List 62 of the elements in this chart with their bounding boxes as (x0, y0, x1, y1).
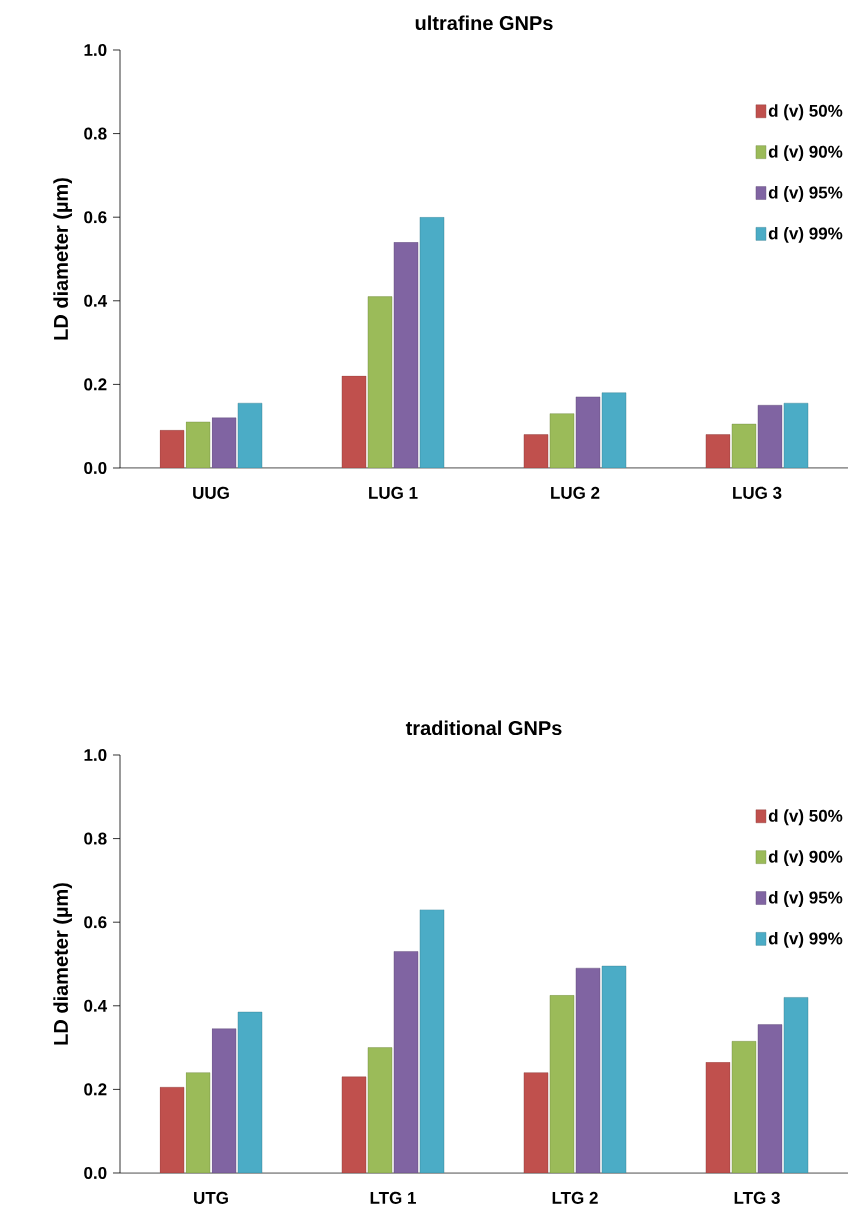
bar (783, 997, 809, 1173)
y-tick-label: 0.8 (83, 127, 107, 140)
legend-label: d (v) 99% (768, 226, 843, 243)
bar (549, 413, 575, 468)
bar (757, 405, 783, 468)
y-tick-label: 0.6 (83, 916, 107, 929)
bar (367, 1047, 393, 1173)
x-tick-label: LUG 1 (368, 486, 418, 499)
bar (523, 434, 549, 468)
y-axis-title: LD diameter (µm) (53, 883, 72, 1045)
bar (237, 1011, 263, 1173)
bar (393, 951, 419, 1173)
bar (211, 1028, 237, 1173)
y-tick-label: 0.4 (83, 294, 107, 307)
y-axis-title: LD diameter (µm) (53, 178, 72, 340)
bar (549, 995, 575, 1173)
bar (367, 296, 393, 468)
y-tick-label: 1.0 (84, 748, 107, 762)
x-tick-label: LUG 3 (732, 486, 782, 499)
bar (341, 375, 367, 468)
x-tick-label: UTG (193, 1191, 228, 1204)
bar (731, 423, 757, 468)
bar (731, 1041, 757, 1173)
legend-label: d (v) 50% (768, 809, 843, 826)
legend-label: d (v) 50% (768, 104, 843, 121)
bar (159, 1087, 185, 1173)
bar (341, 1076, 367, 1173)
y-tick-label: 0.4 (83, 999, 107, 1012)
bar (185, 421, 211, 468)
legend-label: d (v) 99% (768, 931, 843, 948)
bar (419, 909, 445, 1173)
bar (575, 967, 601, 1173)
bar (419, 216, 445, 468)
bar (159, 430, 185, 468)
legend-label: d (v) 95% (768, 891, 843, 907)
legend-label: d (v) 90% (768, 850, 843, 867)
x-tick-label: UUG (192, 486, 229, 499)
chart-title: traditional GNPs (405, 720, 562, 736)
bar (757, 1024, 783, 1173)
x-tick-label: LTG 1 (370, 1191, 416, 1204)
chart-title: ultrafine GNPs (415, 15, 553, 31)
x-tick-label: LUG 2 (550, 486, 600, 499)
y-tick-label: 0.0 (83, 461, 107, 475)
legend-label: d (v) 90% (768, 145, 843, 162)
bar (523, 1072, 549, 1173)
bar (185, 1072, 211, 1173)
y-tick-label: 0.8 (83, 832, 107, 845)
y-tick-label: 1.0 (84, 43, 107, 57)
bar (601, 392, 627, 468)
y-tick-label: 0.6 (83, 211, 107, 224)
y-tick-label: 0.2 (83, 1083, 107, 1096)
bar (601, 965, 627, 1173)
bar (705, 434, 731, 468)
x-tick-label: LTG 2 (552, 1191, 598, 1204)
x-tick-label: LTG 3 (734, 1191, 780, 1204)
bar (211, 417, 237, 468)
bar (393, 242, 419, 468)
bar (705, 1062, 731, 1173)
y-tick-label: 0.2 (83, 378, 107, 391)
legend-label: d (v) 95% (768, 186, 843, 202)
y-tick-label: 0.0 (83, 1166, 107, 1180)
bar (575, 396, 601, 468)
